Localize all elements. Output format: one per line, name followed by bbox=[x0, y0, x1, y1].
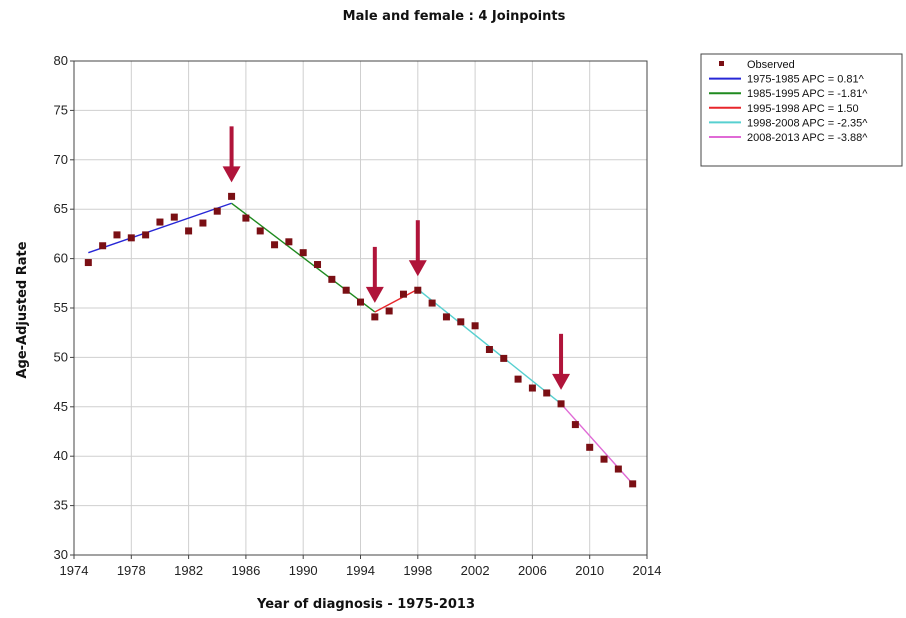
chart-title: Male and female : 4 Joinpoints bbox=[343, 9, 566, 24]
legend-label: 1985-1995 APC = -1.81^ bbox=[747, 88, 868, 100]
annotation-arrow bbox=[222, 126, 241, 183]
observed-point bbox=[285, 238, 293, 246]
y-axis-title: Age-Adjusted Rate bbox=[15, 241, 30, 378]
observed-point bbox=[414, 286, 422, 294]
x-tick-label: 2002 bbox=[461, 563, 490, 578]
observed-point bbox=[528, 384, 536, 392]
x-tick-label: 1978 bbox=[117, 563, 146, 578]
y-tick-label: 30 bbox=[54, 547, 68, 562]
annotation-arrow bbox=[365, 246, 384, 303]
x-tick-label: 1998 bbox=[403, 563, 432, 578]
y-tick-label: 60 bbox=[54, 251, 68, 266]
legend: Observed 1975-1985 APC = 0.81^ 1985-1995 A… bbox=[700, 53, 903, 167]
x-axis-title: Year of diagnosis - 1975-2013 bbox=[256, 597, 475, 612]
plot-area: 1974 1978 1982 1986 1990 1994 1998 2002 2006 2010… bbox=[54, 53, 662, 578]
trend-segment-line bbox=[231, 202, 376, 313]
legend-label: 1975-1985 APC = 0.81^ bbox=[747, 74, 865, 86]
arrow-head bbox=[365, 286, 384, 303]
observed-point bbox=[514, 375, 522, 383]
legend-marker-observed bbox=[719, 61, 724, 66]
arrow-head bbox=[222, 166, 241, 183]
y-tick-label: 50 bbox=[54, 349, 68, 364]
x-tick-label: 2014 bbox=[633, 563, 662, 578]
legend-label: 1998-2008 APC = -2.35^ bbox=[747, 117, 868, 129]
observed-point bbox=[99, 242, 107, 250]
observed-point bbox=[199, 219, 207, 227]
observed-point bbox=[586, 443, 594, 451]
observed-point bbox=[442, 313, 450, 321]
legend-label-observed: Observed bbox=[747, 59, 795, 71]
annotation-arrow bbox=[552, 333, 571, 390]
observed-point bbox=[242, 214, 250, 222]
observed-point bbox=[500, 354, 508, 362]
observed-point bbox=[485, 345, 493, 353]
x-tick-label: 2010 bbox=[575, 563, 604, 578]
trend-segment-line bbox=[88, 202, 232, 254]
y-tick-label: 70 bbox=[54, 152, 68, 167]
observed-point bbox=[170, 213, 178, 221]
observed-point bbox=[256, 227, 264, 235]
observed-point bbox=[127, 234, 135, 242]
observed-point bbox=[571, 421, 579, 429]
legend-label: 2008-2013 APC = -3.88^ bbox=[747, 132, 868, 144]
observed-point bbox=[314, 261, 322, 269]
arrow-head bbox=[408, 260, 427, 277]
observed-point bbox=[271, 241, 279, 249]
observed-point bbox=[342, 286, 350, 294]
y-tick-label: 80 bbox=[54, 53, 68, 68]
observed-point bbox=[457, 318, 465, 326]
observed-point bbox=[113, 231, 121, 239]
observed-point bbox=[156, 218, 164, 226]
x-tick-label: 1994 bbox=[346, 563, 375, 578]
x-tick-label: 1974 bbox=[60, 563, 89, 578]
observed-point bbox=[629, 480, 637, 488]
observed-point bbox=[357, 298, 364, 306]
observed-point bbox=[600, 455, 608, 463]
observed-point bbox=[213, 207, 221, 215]
trend-segment-line bbox=[374, 288, 419, 313]
observed-point bbox=[84, 259, 92, 267]
observed-point bbox=[385, 307, 393, 315]
x-tick-label: 1982 bbox=[174, 563, 203, 578]
y-tick-label: 75 bbox=[54, 102, 68, 117]
observed-point bbox=[543, 389, 551, 397]
observed-point bbox=[185, 227, 193, 235]
observed-point bbox=[371, 313, 379, 321]
observed-point bbox=[614, 465, 622, 473]
x-tick-label: 1986 bbox=[231, 563, 260, 578]
x-tick-label: 2006 bbox=[518, 563, 547, 578]
observed-point bbox=[299, 249, 307, 257]
arrow-head bbox=[552, 373, 571, 390]
observed-point bbox=[428, 299, 436, 307]
observed-point bbox=[328, 275, 336, 283]
y-tick-label: 40 bbox=[54, 448, 68, 463]
y-tick-label: 35 bbox=[54, 498, 68, 513]
observed-point bbox=[142, 231, 150, 239]
annotation-arrow bbox=[408, 220, 427, 277]
y-tick-label: 55 bbox=[54, 300, 68, 315]
observed-point bbox=[399, 290, 407, 298]
y-tick-label: 45 bbox=[54, 399, 68, 414]
observed-point bbox=[557, 400, 565, 408]
observed-point bbox=[471, 322, 479, 330]
legend-box bbox=[700, 53, 903, 167]
y-tick-label: 65 bbox=[54, 201, 68, 216]
legend-label: 1995-1998 APC = 1.50 bbox=[747, 103, 859, 115]
observed-point bbox=[228, 192, 236, 200]
x-tick-label: 1990 bbox=[289, 563, 318, 578]
